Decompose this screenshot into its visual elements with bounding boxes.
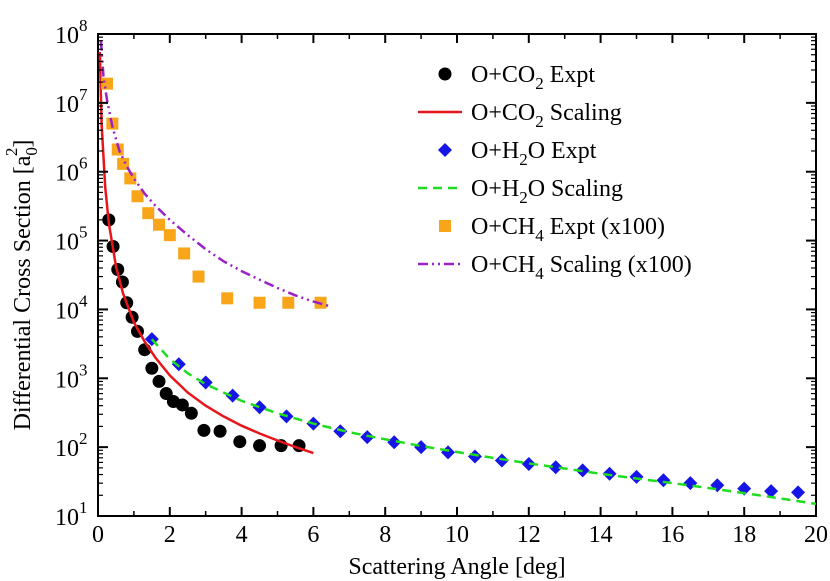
series-5 xyxy=(99,40,332,308)
data-point xyxy=(710,478,725,493)
axis-ticks: 0 2 4 6 8 10 12 14 16 18 20 101 102 103 104 105 106 107 10… xyxy=(55,16,828,548)
plot-frame xyxy=(97,33,817,517)
data-point xyxy=(124,172,137,185)
y-tick-label: 105 xyxy=(55,223,88,256)
data-point xyxy=(175,398,189,412)
y-tick-label: 101 xyxy=(55,498,88,531)
data-point xyxy=(171,357,186,372)
x-tick-label: 16 xyxy=(660,522,684,548)
data-point xyxy=(131,190,144,203)
data-point xyxy=(111,143,124,156)
y-tick-label: 106 xyxy=(55,154,88,187)
x-tick-label: 2 xyxy=(164,522,176,548)
data-point xyxy=(184,406,198,420)
data-point xyxy=(414,440,429,455)
x-axis-title: Scattering Angle [deg] xyxy=(348,554,565,580)
data-point xyxy=(253,296,266,309)
series-3 xyxy=(150,338,816,506)
data-point xyxy=(145,361,159,375)
data-point xyxy=(629,469,644,484)
data-point xyxy=(152,374,166,388)
series-2 xyxy=(144,332,806,500)
y-tick-label: 103 xyxy=(55,360,88,393)
data-point xyxy=(163,229,176,242)
data-point xyxy=(225,388,240,403)
legend-item: O+H2O Expt xyxy=(438,138,597,169)
series-line xyxy=(98,51,314,455)
legend-label: O+CO2 Expt xyxy=(471,62,595,93)
data-point xyxy=(142,207,155,220)
data-point xyxy=(548,460,563,475)
x-tick-label: 8 xyxy=(379,522,391,548)
x-tick-label: 4 xyxy=(236,522,248,548)
legend-item: O+CH4 Expt (x100) xyxy=(439,214,665,245)
y-tick-label: 107 xyxy=(55,85,88,118)
x-tick-label: 6 xyxy=(307,522,319,548)
data-point xyxy=(100,77,113,90)
data-point xyxy=(233,435,247,449)
y-tick-label: 104 xyxy=(55,291,88,324)
legend-label: O+CH4 Expt (x100) xyxy=(471,214,665,245)
data-point xyxy=(213,424,227,438)
series-group xyxy=(98,40,816,506)
x-tick-label: 10 xyxy=(445,522,469,548)
x-tick-label: 18 xyxy=(732,522,756,548)
legend-item: O+CO2 Scaling xyxy=(418,100,622,131)
data-point xyxy=(252,400,267,415)
data-point xyxy=(521,456,536,471)
axis-titles: Scattering Angle [deg] Differential Cross… xyxy=(2,140,566,580)
data-point xyxy=(387,435,402,450)
x-tick-label: 0 xyxy=(92,522,104,548)
data-point xyxy=(117,157,130,170)
data-point xyxy=(221,292,234,305)
plot-area xyxy=(97,33,817,517)
legend-label: O+CO2 Scaling xyxy=(471,100,622,131)
x-tick-label: 12 xyxy=(517,522,541,548)
data-point xyxy=(178,247,191,260)
y-tick-label: 108 xyxy=(55,16,88,49)
series-line xyxy=(150,338,816,506)
data-point xyxy=(197,423,211,437)
series-4 xyxy=(100,77,327,309)
data-point xyxy=(656,473,671,488)
y-axis-title: Differential Cross Section [a02] xyxy=(2,140,41,431)
series-1 xyxy=(98,51,314,455)
data-point xyxy=(494,453,509,468)
data-point xyxy=(153,218,166,231)
legend-label: O+H2O Scaling xyxy=(471,176,623,207)
legend-swatch xyxy=(438,143,452,157)
legend-item: O+H2O Scaling xyxy=(418,176,623,207)
legend-swatch xyxy=(439,220,451,232)
data-point xyxy=(192,270,205,283)
data-point xyxy=(764,484,779,499)
data-point xyxy=(198,375,213,390)
x-tick-label: 14 xyxy=(589,522,613,548)
legend-swatch xyxy=(438,67,452,81)
data-point xyxy=(282,296,295,309)
data-point xyxy=(467,449,482,464)
legend-label: O+CH4 Scaling (x100) xyxy=(471,252,692,283)
data-point xyxy=(441,445,456,460)
y-tick-label: 102 xyxy=(55,429,88,462)
data-point xyxy=(575,463,590,478)
series-line xyxy=(99,40,332,308)
legend-label: O+H2O Expt xyxy=(471,138,597,169)
legend-item: O+CO2 Expt xyxy=(438,62,595,93)
data-point xyxy=(360,430,375,445)
legend-item: O+CH4 Scaling (x100) xyxy=(418,252,692,283)
legend: O+CO2 Expt O+CO2 Scaling O+H2O Expt O+H2O S… xyxy=(418,62,692,283)
data-point xyxy=(253,439,267,453)
data-point xyxy=(791,485,806,500)
x-tick-label: 20 xyxy=(804,522,828,548)
data-point xyxy=(683,476,698,491)
